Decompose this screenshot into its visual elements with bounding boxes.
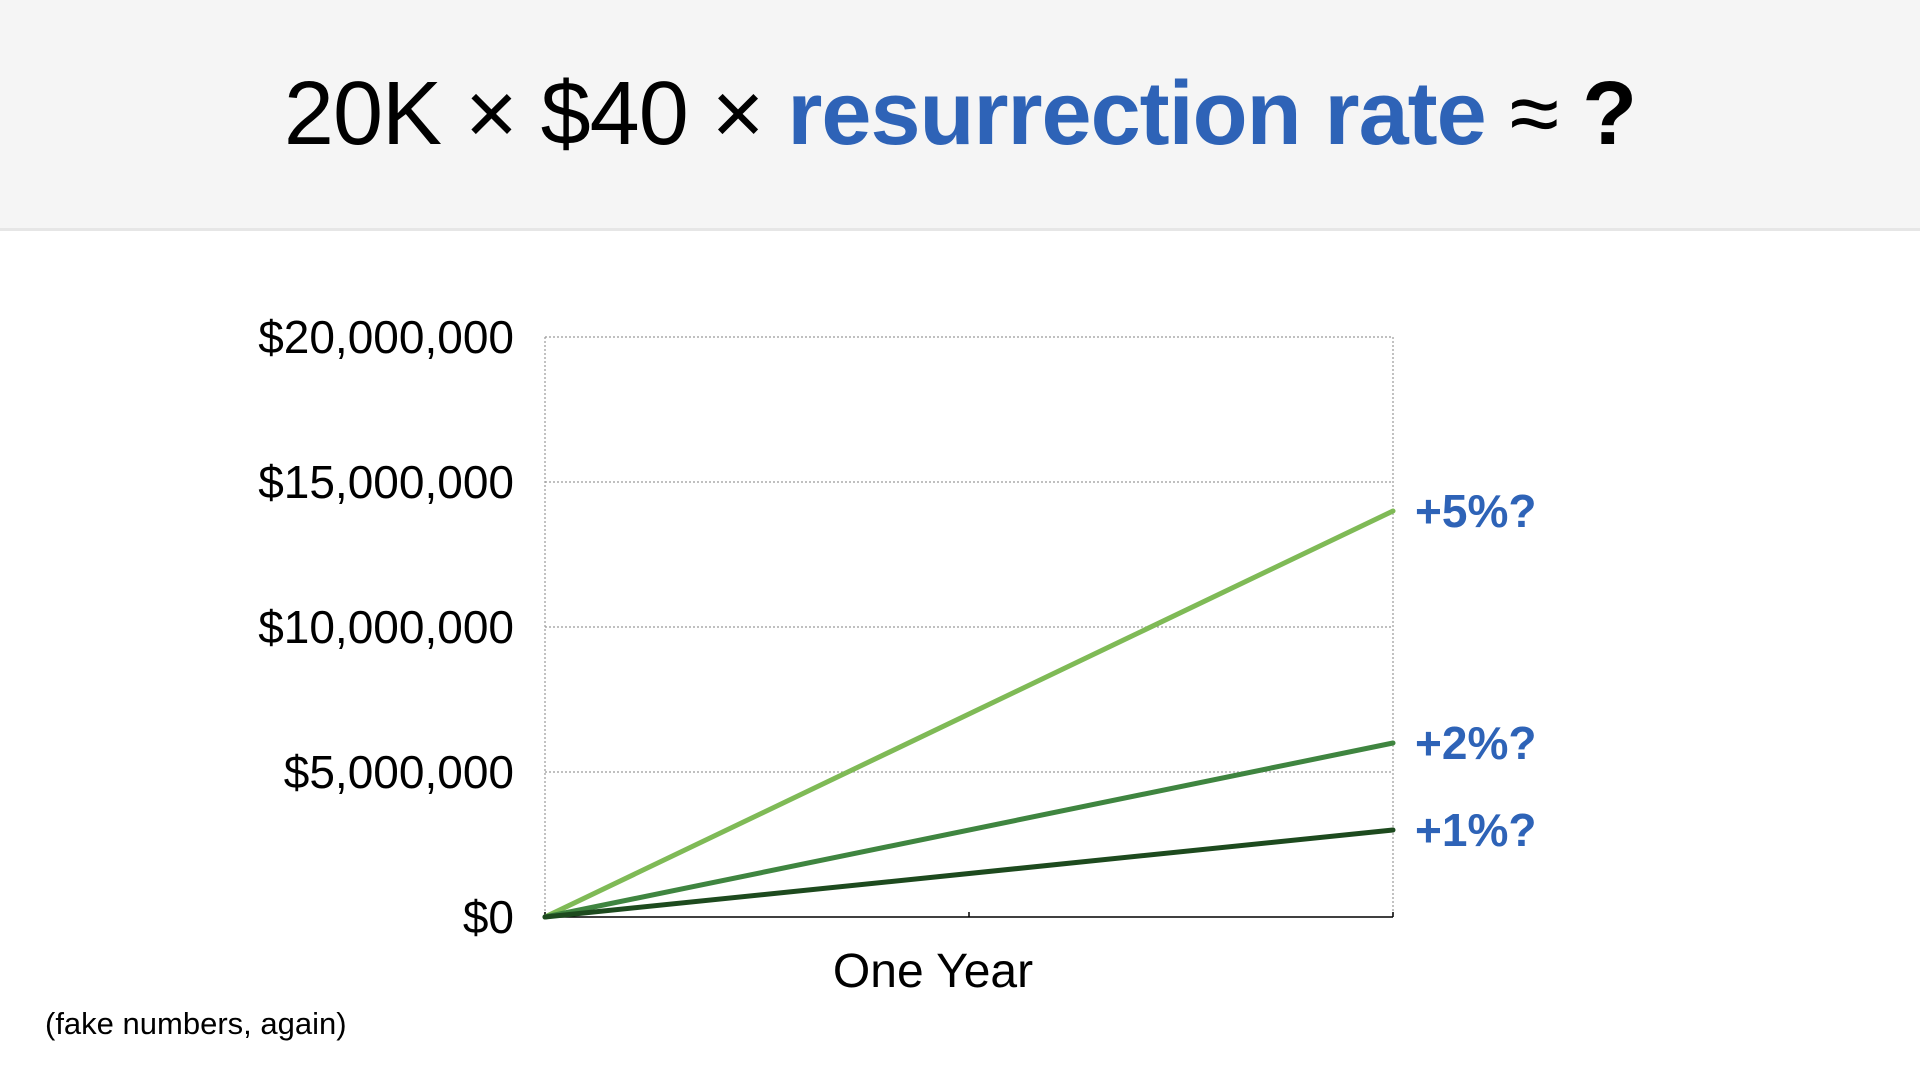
y-tick-label: $0 [463, 891, 514, 943]
title-highlight: resurrection rate [787, 63, 1486, 164]
y-tick-label: $15,000,000 [258, 456, 514, 508]
series-line [542, 740, 1396, 920]
series-lines [542, 508, 1396, 920]
series-label: +5%? [1415, 485, 1536, 537]
series-line [542, 508, 1396, 920]
y-tick-label: $5,000,000 [284, 746, 514, 798]
series-label: +1%? [1415, 804, 1536, 856]
title-question: ? [1582, 63, 1637, 164]
grid [544, 336, 1394, 917]
x-axis-label: One Year [833, 945, 1033, 998]
y-tick-label: $20,000,000 [258, 311, 514, 363]
slide-header: 20K × $40 × resurrection rate ≈ ? [0, 0, 1920, 231]
series-labels: +5%? +2%? +1%? [1415, 485, 1536, 856]
footnote: (fake numbers, again) [45, 1006, 347, 1041]
slide-title: 20K × $40 × resurrection rate ≈ ? [283, 63, 1637, 166]
series-label: +2%? [1415, 717, 1536, 769]
title-prefix: 20K × $40 × [283, 63, 788, 164]
y-tick-label: $10,000,000 [258, 601, 514, 653]
axes: $0 $5,000,000 $10,000,000 $15,000,000 $20,00… [258, 311, 1394, 943]
series-line [542, 827, 1396, 920]
title-approx: ≈ [1485, 63, 1583, 164]
